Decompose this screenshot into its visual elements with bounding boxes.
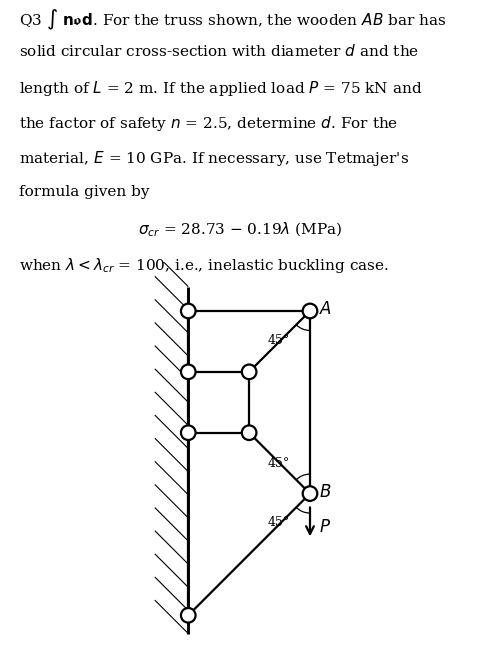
Text: material, $E$ = 10 GPa. If necessary, use Tetmajer's: material, $E$ = 10 GPa. If necessary, us… (19, 149, 409, 169)
Circle shape (303, 303, 317, 318)
Circle shape (303, 486, 317, 501)
Text: $A$: $A$ (319, 301, 332, 318)
Circle shape (181, 608, 195, 623)
Text: $\sigma_{cr}$ = 28.73 $-$ 0.19$\lambda$ (MPa): $\sigma_{cr}$ = 28.73 $-$ 0.19$\lambda$ … (138, 220, 342, 239)
Circle shape (181, 365, 195, 379)
Text: $P$: $P$ (319, 519, 331, 537)
Text: 45°: 45° (267, 457, 289, 469)
Text: $B$: $B$ (319, 484, 331, 501)
Circle shape (242, 365, 256, 379)
Text: when $\lambda < \lambda_{cr}$ = 100, i.e., inelastic buckling case.: when $\lambda < \lambda_{cr}$ = 100, i.e… (19, 256, 389, 275)
Text: 45°: 45° (267, 334, 289, 347)
Text: Q3 $\mathbf{\int}$ $\mathbf{n \mathfrak{o} d}$. For the truss shown, the wooden : Q3 $\mathbf{\int}$ $\mathbf{n \mathfrak{… (19, 8, 446, 32)
Circle shape (181, 426, 195, 440)
Circle shape (181, 303, 195, 318)
Text: length of $L$ = 2 m. If the applied load $P$ = 75 kN and: length of $L$ = 2 m. If the applied load… (19, 78, 422, 98)
Text: 45°: 45° (267, 517, 289, 529)
Circle shape (242, 426, 256, 440)
Text: formula given by: formula given by (19, 185, 150, 199)
Text: solid circular cross-section with diameter $d$ and the: solid circular cross-section with diamet… (19, 43, 420, 59)
Text: the factor of safety $n$ = 2.5, determine $d$. For the: the factor of safety $n$ = 2.5, determin… (19, 114, 398, 133)
